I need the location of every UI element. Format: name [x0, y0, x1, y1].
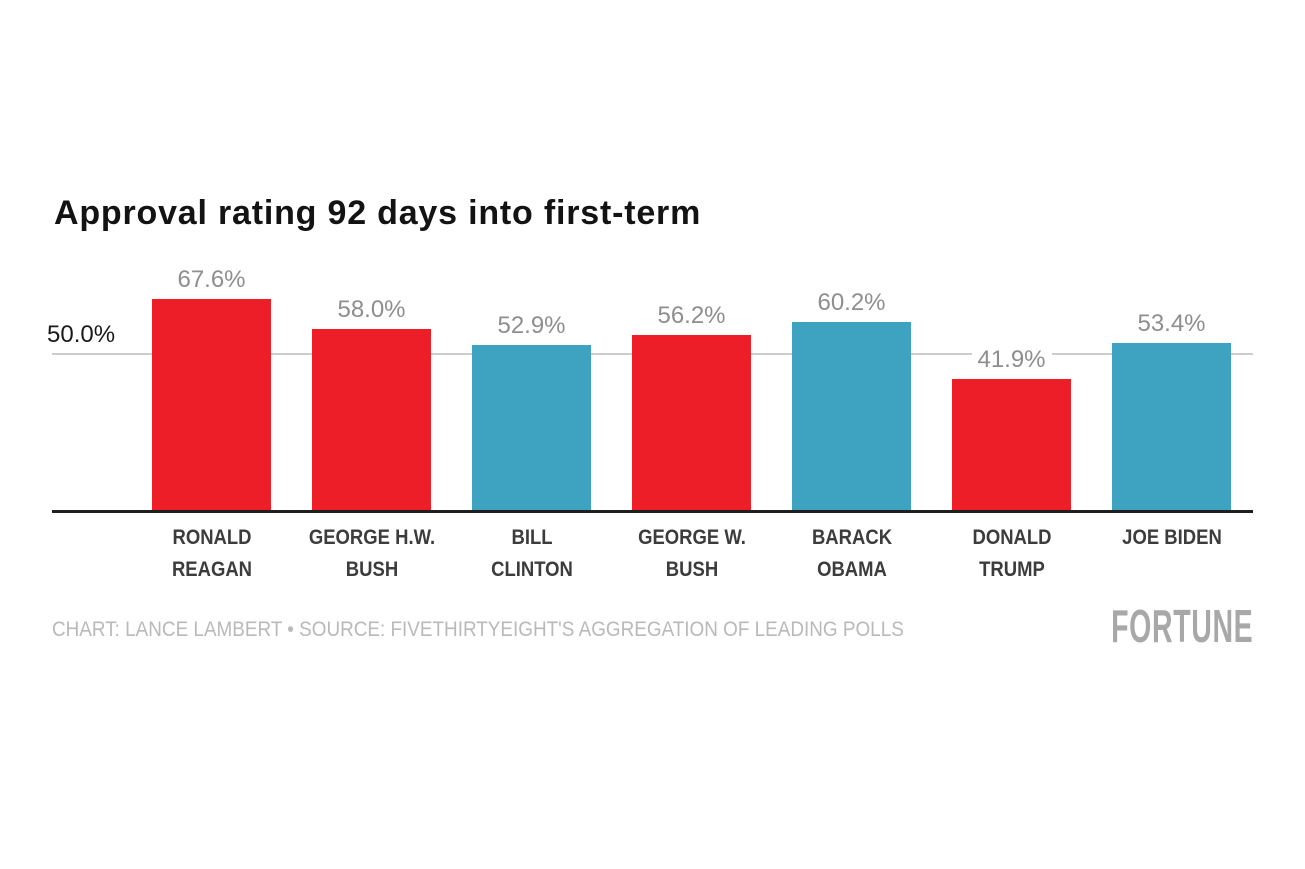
bar-value-label: 56.2% — [651, 302, 732, 330]
bar — [792, 322, 911, 510]
x-axis-label: JOE BIDEN — [1121, 526, 1222, 549]
bar-value-label: 60.2% — [811, 289, 892, 317]
source-credit: CHART: LANCE LAMBERT • SOURCE: FIVETHIRT… — [52, 618, 904, 641]
plot-area: 50.0% 67.6% 58.0% 52.9% 56.2% 60.2% 41.9% 53.4… — [47, 250, 1253, 581]
bar — [1112, 343, 1231, 510]
bar-value-label: 67.6% — [171, 266, 252, 294]
y-axis-tick-label: 50.0% — [47, 321, 116, 348]
bar — [312, 329, 431, 510]
fortune-logo: FORTUNE — [1110, 600, 1253, 652]
bar-value-label: 41.9% — [971, 346, 1052, 374]
x-axis-label: GEORGE W. BUSH — [637, 526, 746, 581]
x-axis-label: DONALD TRUMP — [971, 526, 1052, 581]
x-axis-label: GEORGE H.W. BUSH — [308, 526, 435, 581]
x-axis-line — [52, 510, 1253, 513]
bar — [952, 379, 1071, 510]
x-axis-labels: RONALD REAGAN GEORGE H.W. BUSH BILL CLINTO… — [52, 522, 1253, 592]
bar-value-label: 58.0% — [331, 296, 412, 324]
bar-value-label: 52.9% — [491, 312, 572, 340]
chart-title: Approval rating 92 days into first-term — [54, 194, 702, 232]
bar — [632, 335, 751, 510]
bar — [472, 345, 591, 510]
bar — [152, 299, 271, 510]
bars-container: 67.6% 58.0% 52.9% 56.2% 60.2% 41.9% 53.4% — [52, 250, 1253, 510]
x-axis-label: BARACK OBAMA — [811, 526, 892, 581]
bar-value-label: 53.4% — [1131, 310, 1212, 338]
x-axis-label: RONALD REAGAN — [171, 526, 252, 581]
x-axis-label: BILL CLINTON — [490, 526, 573, 581]
